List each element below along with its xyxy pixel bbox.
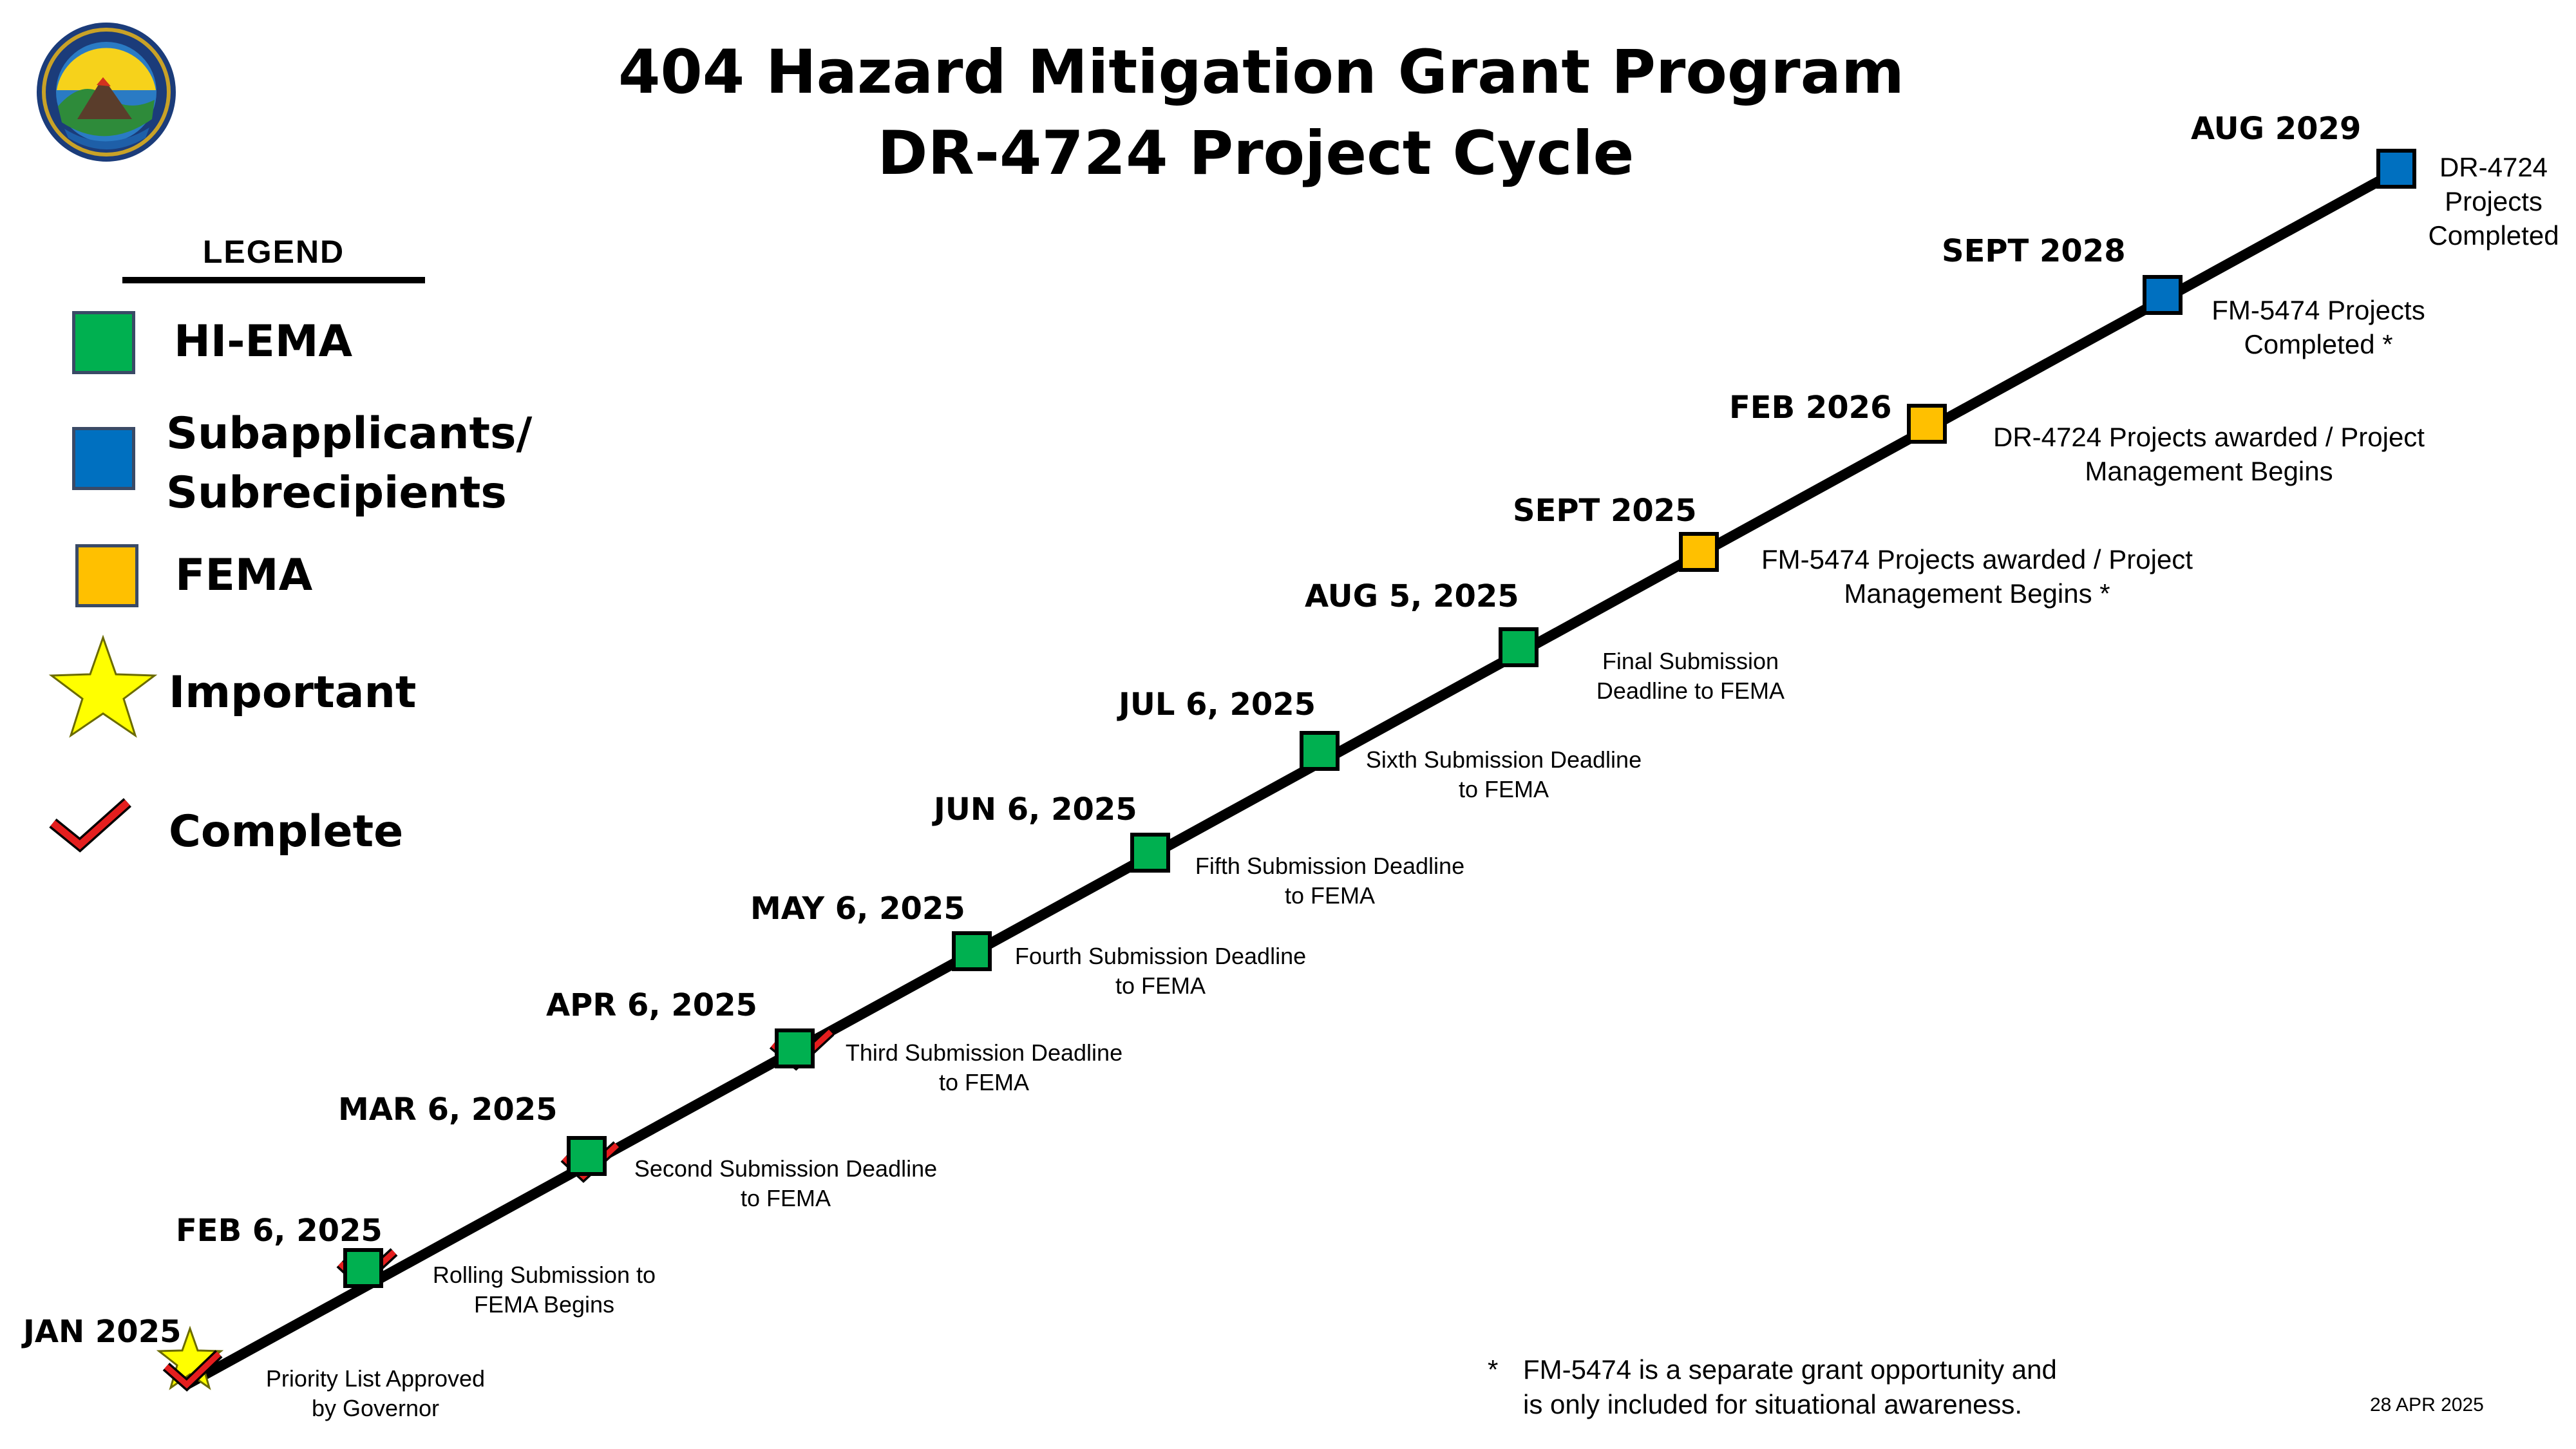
footnote-line2: is only included for situational awarene… xyxy=(1523,1389,2023,1419)
legend-label-fema: FEMA xyxy=(175,550,313,601)
milestone-marker-aug-2025 xyxy=(1499,627,1539,667)
title-line-program: 404 Hazard Mitigation Grant Program xyxy=(618,37,1904,108)
footnote-asterisk: * xyxy=(1488,1354,1499,1385)
milestone-date-aug-2025: AUG 5, 2025 xyxy=(1305,578,1519,614)
legend-divider xyxy=(122,277,425,283)
milestone-desc-mar-2025: Second Submission Deadline to FEMA xyxy=(634,1155,938,1211)
footnote-line1: FM-5474 is a separate grant opportunity … xyxy=(1523,1354,2057,1385)
legend-label-subapplicants: Subapplicants/ Subrecipients xyxy=(166,404,532,523)
milestone-desc-aug-2025: Final Submission Deadline to FEMA xyxy=(1596,648,1785,704)
legend-swatch-hi-ema xyxy=(72,311,135,374)
milestone-desc-sept-2028: FM-5474 Projects Completed * xyxy=(2211,295,2425,359)
milestone-date-feb-2025: FEB 6, 2025 xyxy=(176,1213,383,1249)
milestone-marker-may-2025 xyxy=(952,931,992,971)
milestone-marker-sept-2025 xyxy=(1679,532,1719,572)
milestone-date-feb-2026: FEB 2026 xyxy=(1729,390,1892,426)
legend-label-important: Important xyxy=(169,667,417,718)
legend-label-complete: Complete xyxy=(169,806,404,857)
milestone-desc-feb-2025: Rolling Submission to FEMA Begins xyxy=(432,1262,656,1318)
document-date: 28 APR 2025 xyxy=(2370,1394,2484,1416)
milestone-date-sept-2025: SEPT 2025 xyxy=(1513,493,1697,529)
milestone-marker-apr-2025 xyxy=(775,1028,815,1068)
agency-seal-logo xyxy=(37,23,176,162)
milestone-marker-feb-2026 xyxy=(1907,404,1947,444)
star-icon-start-milestone xyxy=(156,1325,224,1390)
milestone-desc-apr-2025: Third Submission Deadline to FEMA xyxy=(845,1039,1123,1095)
legend-heading: LEGEND xyxy=(202,234,345,270)
milestone-desc-feb-2026: DR-4724 Projects awarded / Project Manag… xyxy=(1993,422,2425,486)
milestone-date-jan-2025: JAN 2025 xyxy=(23,1314,182,1350)
milestone-desc-jul-2025: Sixth Submission Deadline to FEMA xyxy=(1365,746,1642,802)
milestone-desc-sept-2025: FM-5474 Projects awarded / Project Manag… xyxy=(1761,544,2193,609)
timeline-line xyxy=(182,167,2400,1390)
legend-label-subapplicants-line2: Subrecipients xyxy=(166,468,507,518)
checkmark-icon-jan-2025 xyxy=(162,1350,223,1392)
milestone-date-aug-2029: AUG 2029 xyxy=(2191,111,2362,147)
milestone-marker-sept-2028 xyxy=(2143,275,2183,315)
milestone-desc-may-2025: Fourth Submission Deadline to FEMA xyxy=(1014,943,1307,999)
milestone-marker-jun-2025 xyxy=(1130,833,1170,873)
milestone-marker-feb-2025 xyxy=(343,1248,383,1288)
milestone-desc-aug-2029: DR-4724 Projects Completed xyxy=(2428,152,2559,251)
legend-label-subapplicants-line1: Subapplicants/ xyxy=(166,408,533,459)
milestone-desc-jun-2025: Fifth Submission Deadline to FEMA xyxy=(1195,853,1465,909)
milestone-marker-jul-2025 xyxy=(1300,731,1340,771)
milestone-desc-jan-2025: Priority List Approved by Governor xyxy=(265,1365,486,1421)
milestone-date-apr-2025: APR 6, 2025 xyxy=(546,987,757,1023)
milestone-marker-aug-2029 xyxy=(2376,149,2416,189)
title-line-cycle: DR-4724 Project Cycle xyxy=(877,118,1634,189)
milestone-date-may-2025: MAY 6, 2025 xyxy=(750,891,965,927)
page-title: 404 Hazard Mitigation Grant Program DR-4… xyxy=(618,32,1904,194)
milestone-date-sept-2028: SEPT 2028 xyxy=(1942,233,2126,269)
star-icon-legend xyxy=(48,634,158,738)
milestone-date-mar-2025: MAR 6, 2025 xyxy=(338,1092,558,1128)
legend-swatch-fema xyxy=(75,544,138,607)
legend-label-hi-ema: HI-EMA xyxy=(174,316,353,367)
legend-swatch-subapplicants xyxy=(72,427,135,490)
footnote: * FM-5474 is a separate grant opportunit… xyxy=(1488,1352,2057,1422)
milestone-marker-mar-2025 xyxy=(567,1136,607,1176)
milestone-date-jul-2025: JUL 6, 2025 xyxy=(1119,687,1316,723)
milestone-date-jun-2025: JUN 6, 2025 xyxy=(934,791,1137,828)
